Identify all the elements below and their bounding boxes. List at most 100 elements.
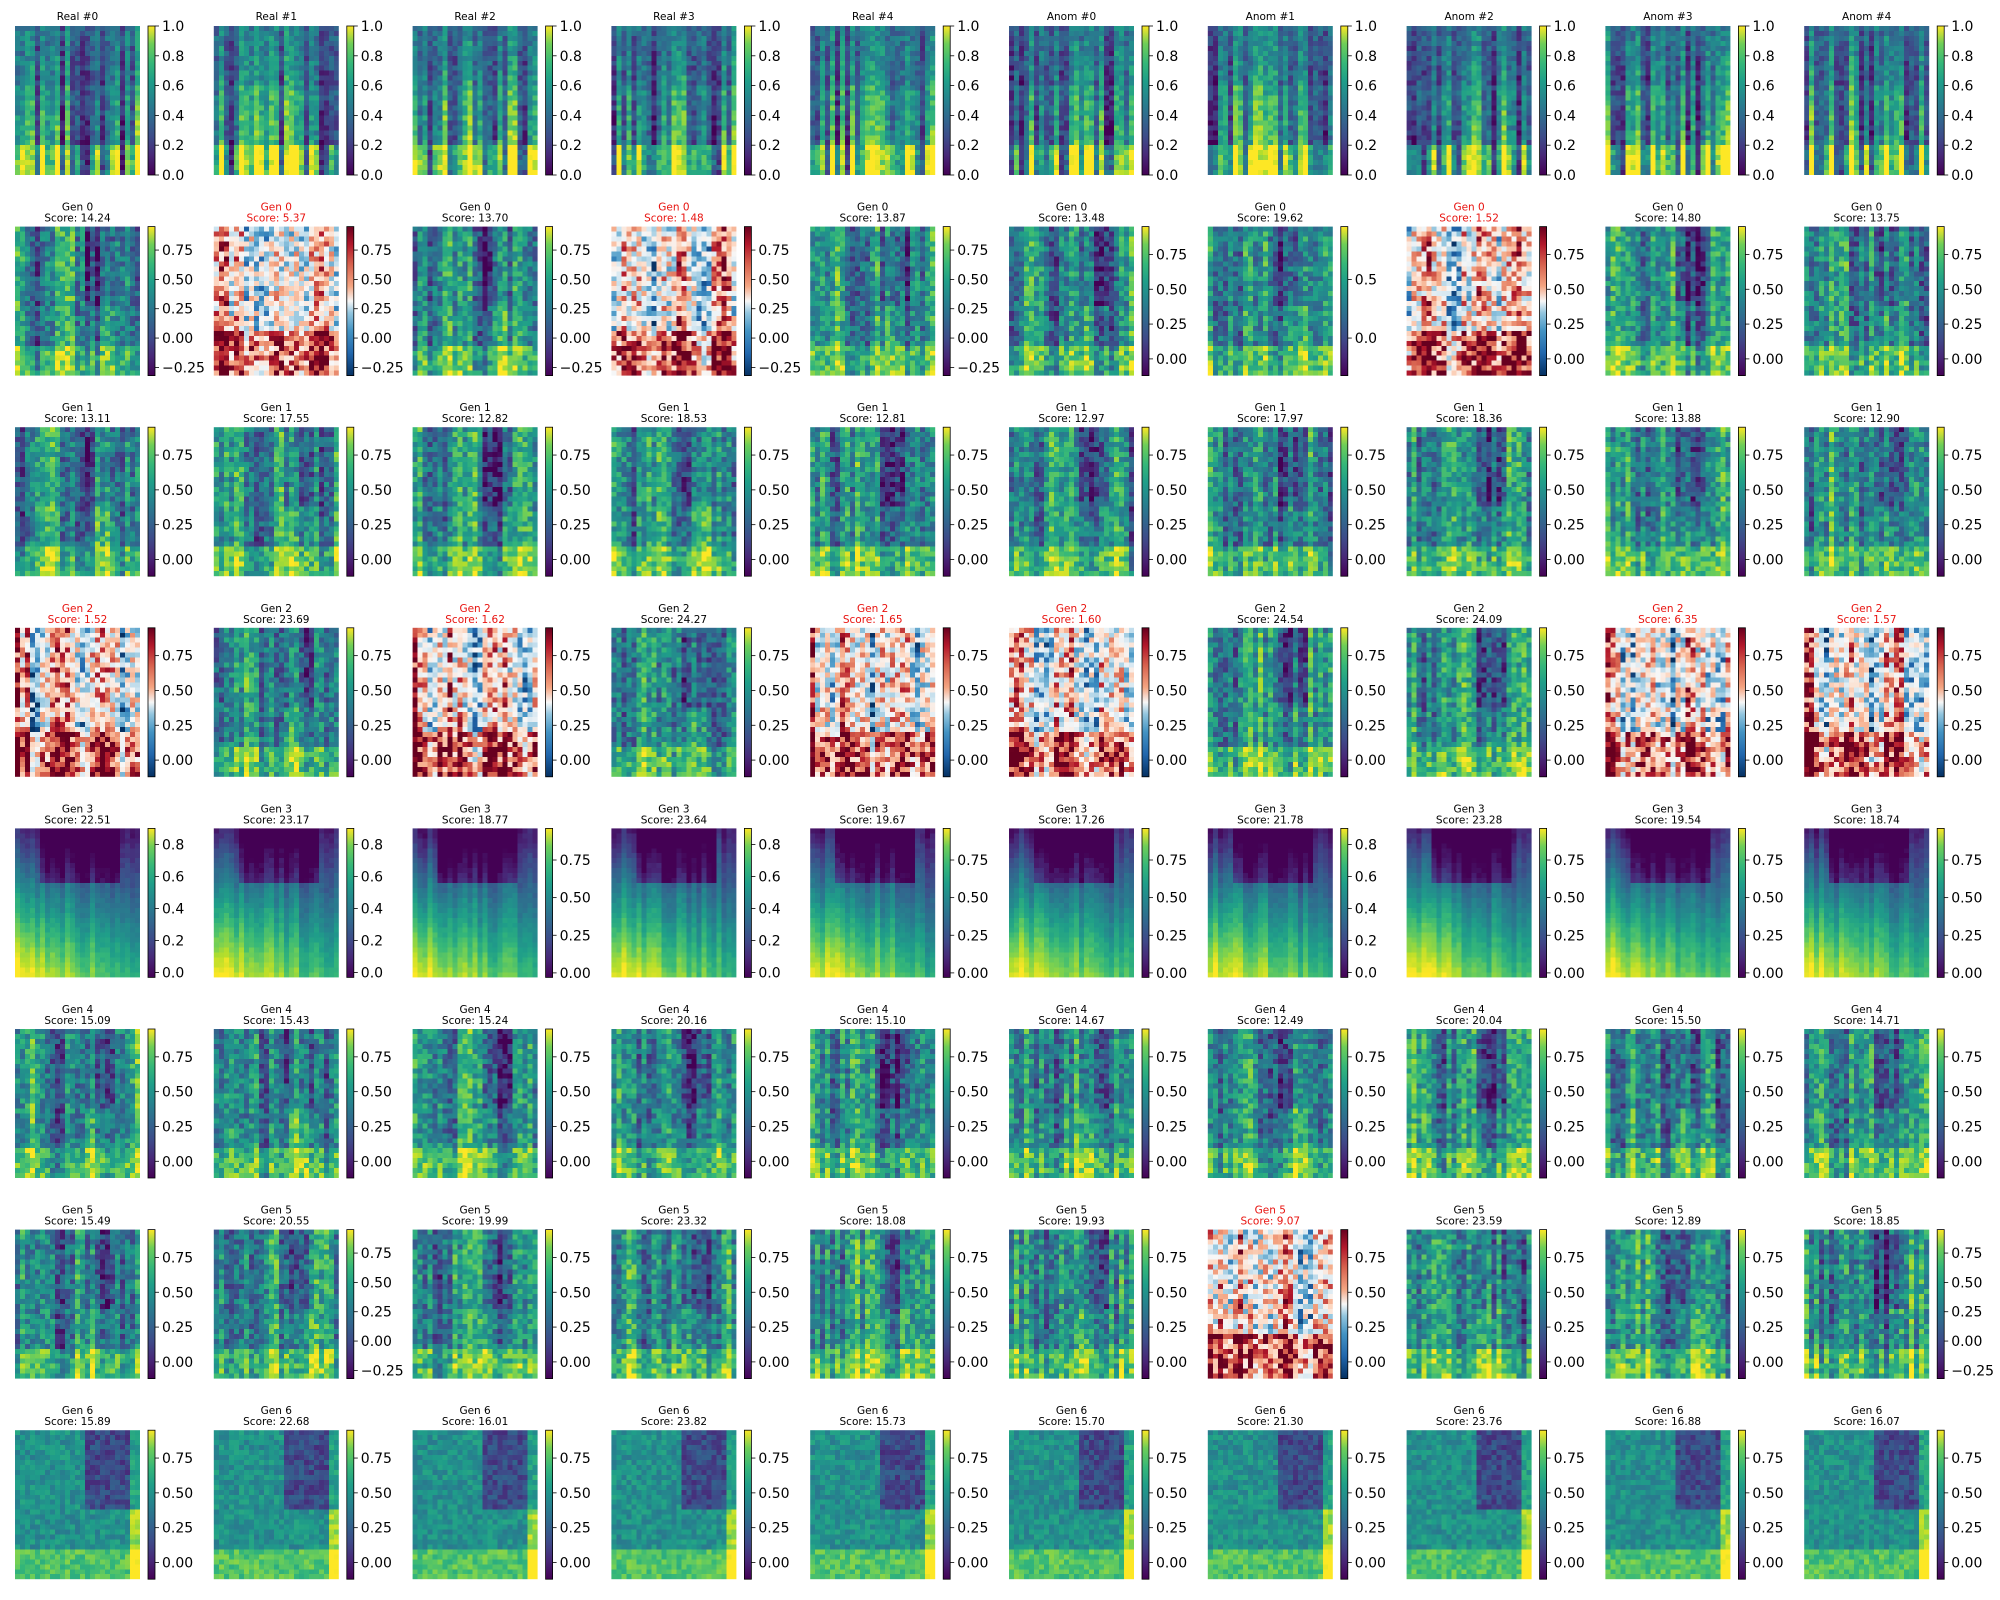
spectrogram-heatmap xyxy=(810,828,936,978)
colorbar-tick-label: 0.00 xyxy=(162,1154,193,1170)
colorbar-tick-label: −0.25 xyxy=(361,360,404,376)
colorbar-tick-label: 0.25 xyxy=(361,1521,392,1537)
colorbar-tick-label: 0.00 xyxy=(1554,966,1585,982)
colorbar-tick-label: 0.50 xyxy=(957,483,988,499)
colorbar xyxy=(942,1229,951,1379)
panel-title: Gen 1 xyxy=(1453,402,1484,414)
panel-title: Gen 5 xyxy=(658,1205,689,1217)
panel-score: Score: 13.48 xyxy=(1038,213,1104,225)
colorbar-tick-label: 0.75 xyxy=(1752,853,1783,869)
colorbar-tick-label: 0.25 xyxy=(957,1320,988,1336)
spectrogram-heatmap xyxy=(1207,1029,1333,1178)
panel-title: Gen 0 xyxy=(1056,202,1087,214)
spectrogram-heatmap xyxy=(1406,226,1532,376)
colorbar-tick-label: 0.25 xyxy=(361,718,392,734)
colorbar-tick-label: 0.2 xyxy=(1355,138,1377,154)
panel-score: Score: 19.67 xyxy=(840,814,906,826)
colorbar-tick-label: 0.8 xyxy=(1156,49,1178,65)
colorbar-tick-label: 0.4 xyxy=(1951,108,1973,124)
colorbar-tick-label: 0.0 xyxy=(1355,168,1377,184)
colorbar-tick-label: 0.00 xyxy=(957,552,988,568)
colorbar-tick-label: 0.75 xyxy=(1156,853,1187,869)
spectrogram-heatmap xyxy=(1009,1029,1134,1178)
panel-title: Gen 0 xyxy=(1255,202,1286,214)
colorbar-tick-label: 0.25 xyxy=(1752,1320,1783,1336)
colorbar-tick-label: 0.75 xyxy=(1554,1050,1585,1066)
panel-title: Gen 3 xyxy=(459,803,490,815)
colorbar-tick-label: 0.25 xyxy=(1752,1521,1783,1537)
panel-score: Score: 18.85 xyxy=(1834,1216,1900,1228)
spectrogram-heatmap xyxy=(213,427,339,577)
colorbar-tick-label: 0.8 xyxy=(1554,49,1576,65)
spectrogram-heatmap xyxy=(1804,226,1930,376)
panel-title: Gen 0 xyxy=(459,202,490,214)
spectrogram-heatmap xyxy=(412,26,538,175)
colorbar-tick-label: 0.25 xyxy=(361,1119,392,1135)
panel-title: Gen 3 xyxy=(1652,803,1683,815)
colorbar-tick-label: 0.00 xyxy=(1156,753,1187,769)
panel-score: Score: 18.74 xyxy=(1834,814,1901,826)
colorbar-tick-label: 0.25 xyxy=(758,718,789,734)
spectrogram-heatmap xyxy=(1207,828,1333,978)
panel-score: Score: 1.57 xyxy=(1837,614,1897,626)
colorbar xyxy=(1539,426,1547,577)
colorbar-tick-label: 0.75 xyxy=(957,243,988,259)
colorbar-tick-label: 0.50 xyxy=(1156,1486,1187,1502)
colorbar-tick-label: 0.00 xyxy=(1951,1334,1982,1350)
colorbar-tick-label: 0.4 xyxy=(957,108,979,124)
colorbar xyxy=(346,226,355,377)
panel-score: Score: 16.07 xyxy=(1834,1416,1900,1428)
colorbar-tick-label: 0.75 xyxy=(560,1451,591,1467)
colorbar xyxy=(1936,25,1945,176)
colorbar-tick-label: 0.75 xyxy=(1554,247,1585,263)
panel-score: Score: 14.71 xyxy=(1834,1015,1900,1027)
panel-score: Score: 23.64 xyxy=(641,814,708,826)
colorbar-tick-label: 1.0 xyxy=(162,19,184,35)
spectrogram-heatmap xyxy=(810,427,936,577)
colorbar-tick-label: 0.25 xyxy=(1554,317,1585,333)
colorbar-tick-label: 0.6 xyxy=(361,79,383,95)
spectrogram-heatmap xyxy=(1009,1229,1134,1379)
panel-score: Score: 1.52 xyxy=(48,614,108,626)
colorbar-tick-label: 0.75 xyxy=(162,1050,193,1066)
panel-title: Gen 2 xyxy=(1056,603,1087,615)
spectrogram-heatmap xyxy=(213,26,339,175)
colorbar-tick-label: 0.75 xyxy=(1156,448,1187,464)
colorbar xyxy=(1340,828,1349,978)
colorbar xyxy=(1936,828,1945,978)
colorbar-tick-label: 0.75 xyxy=(361,1451,392,1467)
panel-title: Gen 5 xyxy=(459,1205,490,1217)
panel-title: Gen 0 xyxy=(1851,202,1882,214)
panel-title: Gen 3 xyxy=(857,803,888,815)
colorbar-tick-label: 0.6 xyxy=(957,79,979,95)
colorbar xyxy=(1936,1028,1945,1179)
spectrogram-heatmap xyxy=(1804,627,1930,777)
colorbar xyxy=(942,828,951,978)
colorbar xyxy=(147,1028,156,1179)
colorbar-tick-label: 0.75 xyxy=(1554,1451,1585,1467)
colorbar-tick-label: 0.25 xyxy=(361,1305,392,1321)
colorbar-tick-label: 0.50 xyxy=(162,683,193,699)
spectrogram-heatmap xyxy=(1009,226,1134,376)
spectrogram-heatmap xyxy=(1207,226,1333,376)
colorbar xyxy=(1340,627,1349,778)
spectrogram-heatmap xyxy=(213,226,339,376)
colorbar-tick-label: 0.75 xyxy=(1752,1050,1783,1066)
colorbar-tick-label: 0.2 xyxy=(560,138,582,154)
panel-score: Score: 19.99 xyxy=(442,1216,508,1228)
colorbar-tick-label: 0.50 xyxy=(1951,1486,1982,1502)
panel-title: Gen 5 xyxy=(1453,1205,1484,1217)
